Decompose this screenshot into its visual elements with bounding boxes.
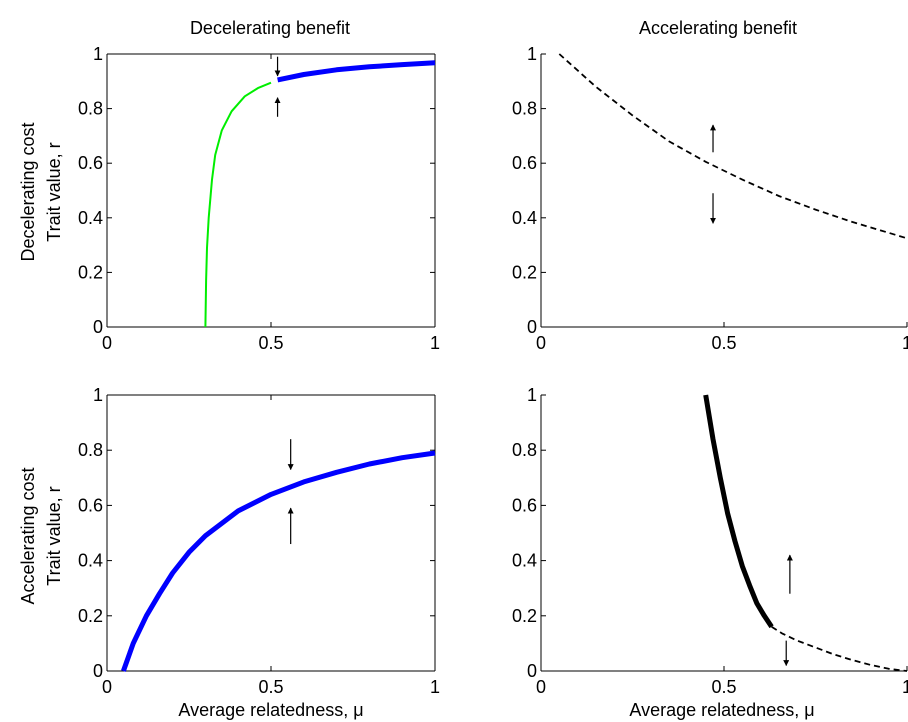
subplot-4: 0 0.2 0.4 0.6 0.8 1 0 0.5 1 xyxy=(512,385,908,697)
x-tick-label: 0 xyxy=(102,333,112,353)
y-tick-label: 0 xyxy=(93,317,103,337)
x-tick-label: 1 xyxy=(430,333,440,353)
series-line-thin xyxy=(204,81,272,328)
series-line-thick xyxy=(121,450,436,672)
series-line-dashed xyxy=(771,626,908,672)
series-line-thick xyxy=(703,394,774,629)
y-axis-label-bottom: Trait value, r xyxy=(44,486,64,585)
x-tick-label: 0.5 xyxy=(258,677,283,697)
x-tick-label: 0 xyxy=(536,333,546,353)
column-title-right: Accelerating benefit xyxy=(639,18,797,38)
subplot-grid: 00.20.40.60.810 0.5 100.20.40.60.810 0.5 100… xyxy=(78,44,908,697)
x-tick-label: 0.5 xyxy=(258,333,283,353)
column-title-left: Decelerating benefit xyxy=(190,18,350,38)
y-tick-label: 0.2 xyxy=(512,262,537,282)
y-tick-label: 0 xyxy=(93,661,103,681)
y-tick-label: 0.2 xyxy=(78,262,103,282)
x-tick-label: 1 xyxy=(902,677,908,697)
series-line-thick xyxy=(277,60,436,83)
subplot-1: 0 0.2 0.4 0.6 0.8 1 0 0.5 1 xyxy=(78,44,440,353)
y-tick-label: 0.2 xyxy=(512,606,537,626)
y-tick-label: 0.8 xyxy=(78,99,103,119)
y-tick-label: 0.4 xyxy=(512,208,537,228)
y-tick-label: 0.4 xyxy=(78,551,103,571)
series-line-dashed xyxy=(558,53,908,240)
y-tick-label: 0.6 xyxy=(512,495,537,515)
y-tick-label: 0.4 xyxy=(512,551,537,571)
row-label-bottom: Accelerating cost xyxy=(18,467,38,604)
x-tick-label: 1 xyxy=(902,333,908,353)
x-axis-label-left: Average relatedness, μ xyxy=(178,700,363,720)
y-tick-label: 1 xyxy=(93,44,103,64)
y-tick-label: 0.8 xyxy=(78,440,103,460)
x-tick-label: 1 xyxy=(430,677,440,697)
y-tick-label: 0.2 xyxy=(78,606,103,626)
x-tick-label: 0.5 xyxy=(711,677,736,697)
y-tick-label: 1 xyxy=(93,385,103,405)
subplot-2: 0 0.2 0.4 0.6 0.8 1 0 0.5 1 xyxy=(512,44,908,353)
y-tick-label: 0.8 xyxy=(512,440,537,460)
y-tick-label: 0.8 xyxy=(512,99,537,119)
y-tick-label: 0.6 xyxy=(78,153,103,173)
y-axis-label-top: Trait value, r xyxy=(44,142,64,241)
x-tick-label: 0 xyxy=(102,677,112,697)
x-tick-label: 0 xyxy=(536,677,546,697)
y-tick-label: 0.4 xyxy=(78,208,103,228)
row-label-top: Decelerating cost xyxy=(18,122,38,261)
y-tick-label: 0.6 xyxy=(78,495,103,515)
subplot-3: 0 0.2 0.4 0.6 0.8 1 0 0.5 1 xyxy=(78,385,440,697)
y-tick-label: 1 xyxy=(527,385,537,405)
y-tick-label: 0 xyxy=(527,317,537,337)
x-axis-label-right: Average relatedness, μ xyxy=(629,700,814,720)
y-tick-label: 0 xyxy=(527,661,537,681)
x-tick-label: 0.5 xyxy=(711,333,736,353)
y-tick-label: 1 xyxy=(527,44,537,64)
y-tick-label: 0.6 xyxy=(512,153,537,173)
